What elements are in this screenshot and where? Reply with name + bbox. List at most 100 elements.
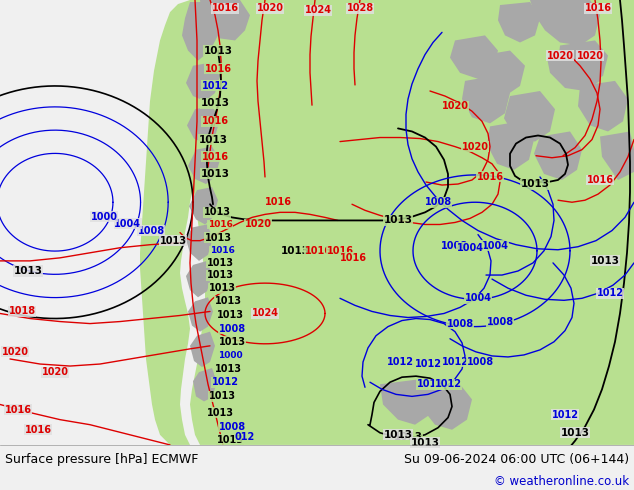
- Text: 1016: 1016: [304, 246, 332, 256]
- Text: 1020: 1020: [1, 347, 29, 357]
- Text: 1012: 1012: [552, 410, 578, 419]
- Polygon shape: [200, 0, 250, 41]
- Text: 1013: 1013: [384, 216, 413, 225]
- Polygon shape: [186, 224, 213, 261]
- Text: 1020: 1020: [576, 50, 604, 61]
- Text: 1013: 1013: [200, 98, 230, 108]
- Text: 1013: 1013: [13, 266, 42, 276]
- Text: 1020: 1020: [547, 50, 574, 61]
- Text: Su 09-06-2024 06:00 UTC (06+144): Su 09-06-2024 06:00 UTC (06+144): [404, 453, 629, 466]
- Text: © weatheronline.co.uk: © weatheronline.co.uk: [494, 475, 629, 489]
- Text: 1024: 1024: [252, 309, 278, 318]
- Text: 1008: 1008: [424, 197, 451, 207]
- Text: 1008: 1008: [446, 318, 474, 329]
- Text: 1013: 1013: [214, 364, 242, 374]
- Text: 1004: 1004: [465, 294, 491, 303]
- Text: 1013: 1013: [160, 236, 186, 245]
- Text: 1008: 1008: [219, 422, 245, 432]
- Text: 1012: 1012: [212, 377, 238, 387]
- Polygon shape: [189, 187, 218, 224]
- Polygon shape: [534, 131, 582, 180]
- Text: 1008: 1008: [138, 226, 165, 236]
- Text: 1012: 1012: [441, 357, 469, 367]
- Polygon shape: [530, 0, 600, 46]
- Text: 1013: 1013: [214, 296, 242, 306]
- Text: 1012: 1012: [434, 379, 462, 389]
- Text: 1020: 1020: [257, 3, 283, 13]
- Text: 1012: 1012: [387, 357, 413, 367]
- Text: 1013: 1013: [205, 233, 231, 243]
- Text: 1016: 1016: [264, 197, 292, 207]
- Text: 1000: 1000: [217, 351, 242, 361]
- Text: 1008: 1008: [441, 241, 469, 251]
- Text: 1013: 1013: [280, 246, 309, 256]
- Polygon shape: [600, 131, 634, 180]
- Text: 1013: 1013: [590, 256, 619, 266]
- Polygon shape: [450, 35, 498, 79]
- Text: 1020: 1020: [41, 367, 68, 377]
- Text: 1020: 1020: [462, 142, 489, 151]
- Polygon shape: [380, 379, 435, 425]
- Text: 1016: 1016: [477, 172, 503, 182]
- Text: 1013: 1013: [200, 169, 230, 179]
- Polygon shape: [190, 332, 215, 367]
- Polygon shape: [182, 2, 220, 61]
- Text: 1020: 1020: [441, 101, 469, 111]
- Text: 1016: 1016: [586, 175, 614, 185]
- Polygon shape: [476, 50, 525, 96]
- Text: 1008: 1008: [219, 323, 245, 334]
- Polygon shape: [140, 0, 228, 445]
- Polygon shape: [504, 91, 555, 142]
- Text: 1016: 1016: [327, 246, 354, 256]
- Polygon shape: [558, 41, 608, 85]
- Text: 1016: 1016: [339, 253, 366, 263]
- Text: 1013: 1013: [410, 438, 439, 448]
- Polygon shape: [187, 106, 220, 144]
- Text: 1008: 1008: [467, 357, 493, 367]
- Text: 1016: 1016: [205, 64, 231, 74]
- Text: 1013: 1013: [560, 428, 590, 438]
- Polygon shape: [190, 0, 634, 445]
- Text: 1016: 1016: [4, 405, 32, 415]
- Text: 1013: 1013: [204, 207, 231, 218]
- Text: 1012: 1012: [415, 359, 441, 369]
- Text: 1013: 1013: [394, 432, 422, 442]
- Text: 1013: 1013: [209, 392, 235, 401]
- Polygon shape: [188, 297, 213, 332]
- Text: 1012: 1012: [202, 81, 228, 91]
- Polygon shape: [487, 122, 534, 170]
- Polygon shape: [423, 384, 472, 430]
- Polygon shape: [186, 261, 212, 297]
- Text: 1020: 1020: [245, 220, 271, 229]
- Text: 1012: 1012: [597, 288, 623, 298]
- Text: 1013: 1013: [204, 46, 233, 55]
- Text: 1013: 1013: [209, 283, 235, 293]
- Polygon shape: [186, 63, 220, 101]
- Polygon shape: [578, 81, 628, 131]
- Text: 1004: 1004: [481, 241, 508, 251]
- Text: 1013: 1013: [216, 311, 243, 320]
- Text: 1018: 1018: [8, 306, 36, 317]
- Text: 1013: 1013: [384, 430, 413, 440]
- Polygon shape: [498, 2, 540, 43]
- Text: 1000: 1000: [91, 212, 118, 222]
- Text: 1016: 1016: [210, 246, 235, 255]
- Text: Surface pressure [hPa] ECMWF: Surface pressure [hPa] ECMWF: [5, 453, 198, 466]
- Text: 1004: 1004: [114, 219, 141, 229]
- Text: 012: 012: [235, 432, 255, 442]
- Text: 1016: 1016: [202, 152, 228, 162]
- Polygon shape: [188, 147, 220, 184]
- Text: 1016: 1016: [25, 425, 51, 435]
- Text: 1008: 1008: [486, 317, 514, 326]
- Text: 1004: 1004: [456, 243, 484, 253]
- Text: 1016: 1016: [212, 3, 238, 13]
- Text: 1013: 1013: [216, 435, 243, 445]
- Polygon shape: [547, 46, 605, 91]
- Text: 1016: 1016: [202, 116, 228, 126]
- Text: 1012: 1012: [417, 379, 444, 389]
- Polygon shape: [462, 76, 510, 123]
- Text: 1013: 1013: [219, 337, 245, 347]
- Polygon shape: [193, 368, 217, 401]
- Text: 1013: 1013: [198, 135, 228, 145]
- Text: 1013: 1013: [207, 270, 233, 280]
